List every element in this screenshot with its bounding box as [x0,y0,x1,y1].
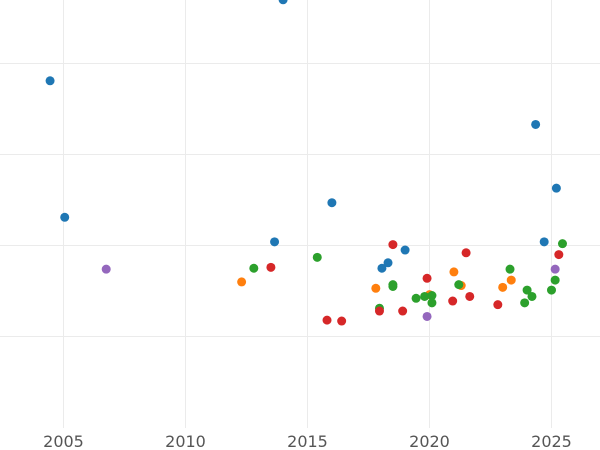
x-tick-label: 2025 [531,432,572,450]
data-point-series2-7 [427,298,437,308]
data-point-series2-11 [520,298,530,308]
data-point-series2-4 [388,280,398,290]
scatter-points [45,0,567,326]
data-point-series2-9 [454,280,464,290]
data-point-series2-15 [550,275,560,285]
x-tick-label: 2010 [165,432,206,450]
data-point-series0-4 [327,198,337,208]
data-point-series3-11 [554,250,564,260]
data-point-series0-8 [531,119,541,129]
data-point-series3-3 [374,306,384,316]
data-point-series1-6 [506,275,516,285]
data-point-series0-9 [539,237,549,247]
data-point-series3-6 [422,273,432,283]
data-point-series3-2 [337,316,347,326]
data-point-series2-8 [427,291,437,301]
x-axis-tick-labels: 2005 2010 2015 2020 2025 [43,432,572,450]
data-point-series3-5 [398,306,408,316]
x-tick-label: 2015 [287,432,328,450]
data-point-series2-13 [527,291,537,301]
data-point-series2-10 [505,264,515,274]
data-point-series3-9 [465,291,475,301]
data-point-series2-6 [420,291,430,301]
data-point-series2-12 [522,285,532,295]
data-point-series0-2 [270,237,280,247]
data-point-series4-0 [101,264,111,274]
x-tick-label: 2020 [409,432,450,450]
data-point-series0-7 [400,245,410,255]
data-point-series1-1 [371,283,381,293]
data-point-series0-0 [45,76,55,86]
data-point-series0-5 [377,263,387,273]
x-tick-label: 2005 [43,432,84,450]
data-point-series4-1 [422,311,432,321]
data-point-series3-7 [448,296,458,306]
data-point-series1-0 [237,277,247,287]
data-point-series2-5 [411,293,421,303]
data-point-series2-16 [557,239,567,249]
horizontal-gridlines [0,63,600,337]
data-point-series0-10 [551,183,561,193]
data-point-series3-10 [493,300,503,310]
vertical-gridlines [63,0,552,428]
data-point-series3-1 [322,315,332,325]
data-point-series1-5 [498,282,508,292]
data-point-series1-3 [449,267,459,277]
data-point-series0-3 [278,0,288,5]
data-point-series0-6 [383,258,393,268]
data-point-series3-8 [461,248,471,258]
data-point-series3-4 [388,240,398,250]
data-point-series2-1 [312,252,322,262]
data-point-series4-2 [550,264,560,274]
data-point-series3-0 [266,262,276,272]
data-point-series2-14 [547,285,556,295]
data-point-series2-0 [249,263,259,273]
data-point-series0-1 [60,212,70,222]
